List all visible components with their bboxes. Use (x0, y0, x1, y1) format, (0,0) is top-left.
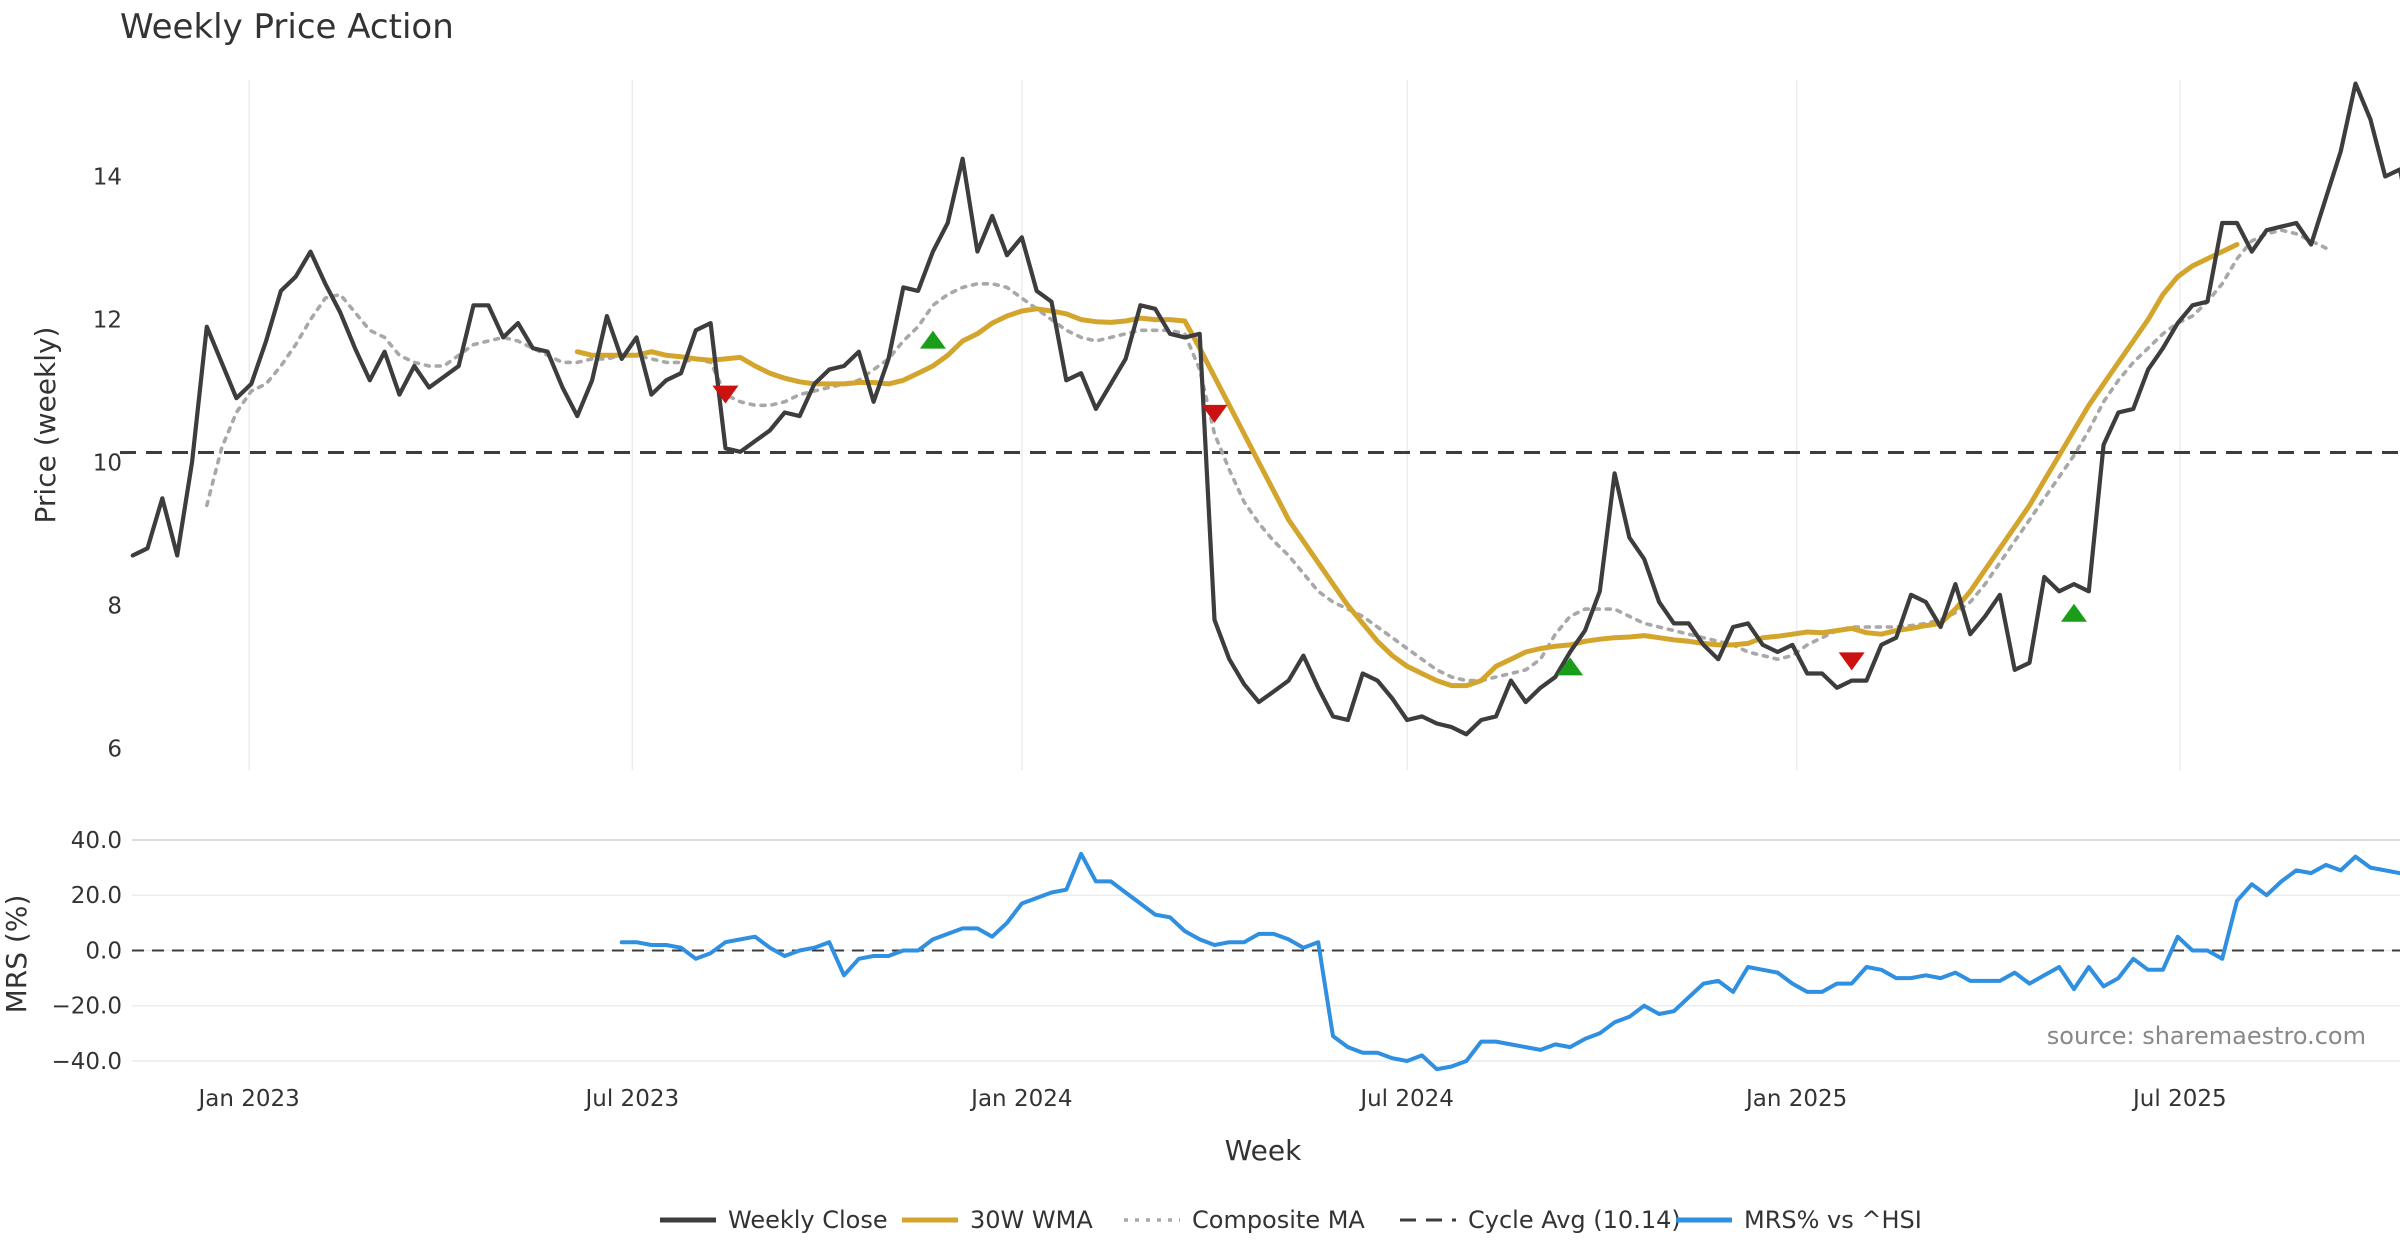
series-line-weekly-close (130, 81, 2400, 737)
legend-entry-label: Composite MA (1192, 1206, 1365, 1234)
signal-markers (712, 330, 2087, 676)
legend-entry-label: Weekly Close (728, 1206, 888, 1234)
x-tick-label: Jul 2024 (1358, 1086, 1454, 1112)
series-line-composite-ma (205, 228, 2328, 683)
legend-entry-label: MRS% vs ^HSI (1744, 1206, 1922, 1234)
mrs-y-tick-label: 0.0 (85, 938, 122, 964)
series-layer (130, 81, 2400, 1072)
mrs-y-tick-label: 20.0 (71, 883, 122, 909)
sell-signal-marker (1838, 652, 1865, 671)
chart-legend: Weekly Close 30W WMA Composite MA Cycle Avg… (660, 1206, 1922, 1234)
x-tick-labels: Jan 2023 Jul 2023 Jan 2024 Jul 2024 Jan 2025… (196, 1086, 2226, 1112)
price-y-tick-label: 10 (93, 451, 122, 477)
legend-entry-label: Cycle Avg (10.14) (1468, 1206, 1681, 1234)
price-y-tick-label: 12 (93, 308, 122, 334)
buy-signal-marker (2060, 603, 2087, 622)
price-y-axis-label: Price (weekly) (29, 327, 62, 524)
legend-entry-label: 30W WMA (970, 1206, 1093, 1234)
x-tick-label: Jan 2025 (1744, 1086, 1847, 1112)
x-tick-label: Jul 2023 (584, 1086, 680, 1112)
x-tick-label: Jan 2024 (969, 1086, 1072, 1112)
chart-title: Weekly Price Action (120, 7, 454, 47)
price-y-tick-label: 14 (93, 165, 122, 191)
mrs-y-tick-label: 40.0 (71, 828, 122, 854)
mrs-y-tick-label: −40.0 (52, 1049, 122, 1075)
series-line-mrs-vs-hsi (619, 851, 2400, 1072)
price-y-tick-label: 6 (107, 737, 122, 763)
x-axis-label: Week (1225, 1134, 1302, 1167)
mrs-y-tick-label: −20.0 (52, 994, 122, 1020)
buy-signal-marker (919, 330, 946, 349)
x-tick-label: Jul 2025 (2131, 1086, 2227, 1112)
reference-lines (120, 451, 2400, 952)
sell-signal-marker (712, 385, 739, 404)
price-panel-grid (248, 80, 2181, 770)
mrs-y-axis-label: MRS (%) (0, 895, 33, 1014)
sell-signal-marker (1201, 404, 1228, 423)
mrs-y-tick-labels: 40.0 20.0 0.0 −20.0 −40.0 (52, 828, 122, 1075)
source-credit: source: sharemaestro.com (2047, 1022, 2366, 1050)
price-y-tick-labels: 6 8 10 12 14 (93, 165, 122, 763)
price-y-tick-label: 8 (107, 594, 122, 620)
x-tick-label: Jan 2023 (196, 1086, 299, 1112)
buy-signal-marker (1557, 657, 1584, 676)
